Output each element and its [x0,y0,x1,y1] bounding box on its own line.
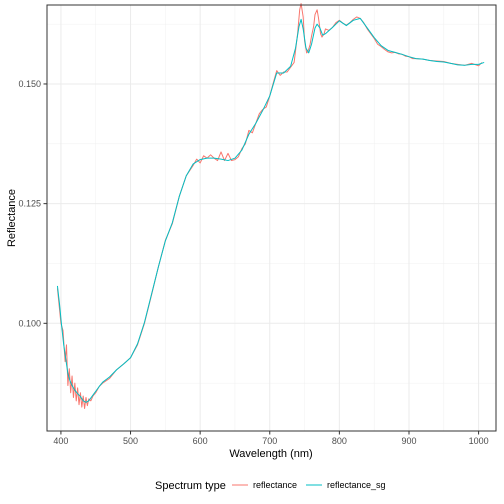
x-tick-label: 900 [401,436,416,446]
legend-item-reflectance-sg: reflectance_sg [306,480,386,490]
legend-label-reflectance: reflectance [253,480,297,490]
series-line-reflectance-sg [56,17,485,403]
grid-major [47,5,496,431]
x-tick-label: 1000 [469,436,489,446]
x-tick-label: 500 [123,436,138,446]
plot-panel [46,3,497,432]
x-tick-label: 600 [193,436,208,446]
x-tick-label: 400 [53,436,68,446]
x-tick-label: 800 [332,436,347,446]
legend: Spectrum type reflectance reflectance_sg [155,480,386,492]
x-axis: 400 500 600 700 800 900 1000 [53,431,489,446]
x-axis-title: Wavelength (nm) [229,448,312,460]
legend-title: Spectrum type [155,480,226,492]
panel-border [46,4,497,432]
x-tick-label: 700 [262,436,277,446]
grid-minor [47,5,496,431]
series-layer [56,3,485,409]
legend-item-reflectance: reflectance [232,480,297,490]
panel-background [47,5,496,431]
legend-label-reflectance-sg: reflectance_sg [327,480,386,490]
y-tick-label: 0.125 [18,199,41,209]
y-tick-label: 0.100 [18,318,41,328]
y-axis-title: Reflectance [6,189,18,247]
y-axis: 0.100 0.125 0.150 [18,79,47,328]
y-tick-label: 0.150 [18,79,41,89]
